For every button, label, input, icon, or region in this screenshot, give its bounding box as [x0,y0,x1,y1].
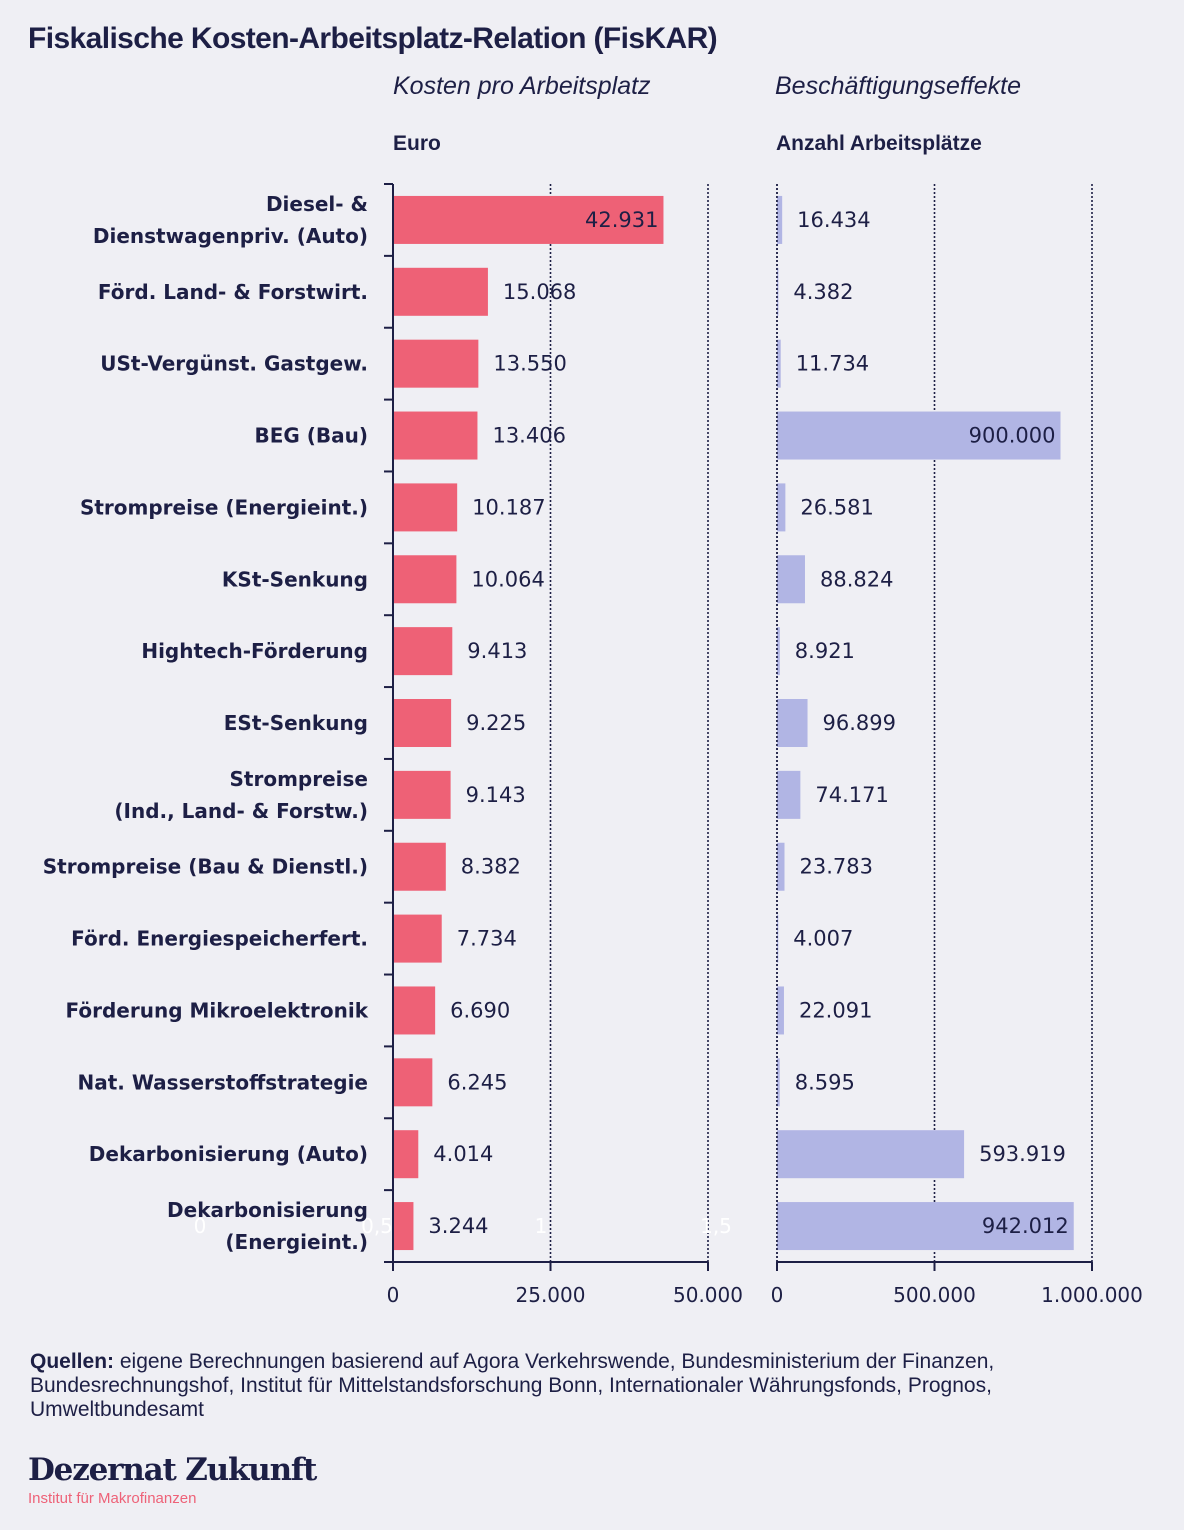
category-label: Förd. Land- & Forstwirt. [98,280,368,304]
cost-value-label: 4.014 [433,1142,493,1166]
ghost-tick-label: 0 [194,1214,207,1238]
brand-logo: Dezernat Zukunft [28,1452,317,1488]
category-label: KSt-Senkung [222,567,368,591]
jobs-value-label: 23.783 [799,855,872,879]
cost-value-label: 10.187 [472,495,545,519]
jobs-bar [777,1202,1074,1251]
cost-bar [393,914,442,963]
category-label: Dienstwagenpriv. (Auto) [93,224,368,248]
jobs-x-tick-label: 0 [771,1283,784,1307]
cost-value-label: 9.413 [467,639,527,663]
jobs-value-label: 942.012 [982,1214,1069,1238]
category-label: (Energieint.) [225,1230,368,1254]
brand-subtitle: Institut für Makrofinanzen [28,1490,197,1507]
jobs-x-tick-label: 1.000.000 [1041,1283,1143,1307]
jobs-value-label: 4.382 [793,280,853,304]
sources-note: Quellen: eigene Berechnungen basierend a… [30,1350,1140,1422]
category-label: (Ind., Land- & Forstw.) [114,799,368,823]
cost-value-label: 9.143 [466,783,526,807]
cost-bar [393,555,457,604]
jobs-value-label: 8.921 [795,639,855,663]
category-label: Förd. Energiespeicherfert. [71,927,368,951]
jobs-bar [777,339,781,388]
cost-bar [393,842,446,891]
cost-unit-label: Euro [393,132,441,155]
jobs-bar [777,1058,780,1107]
sources-text: eigene Berechnungen basierend auf Agora … [30,1350,995,1421]
cost-bar [393,627,453,676]
jobs-bar [777,483,786,532]
cost-bar [393,986,436,1035]
category-label: Strompreise (Bau & Dienstl.) [43,855,368,879]
category-label: Strompreise [230,767,368,791]
jobs-bar [777,770,801,819]
jobs-x-tick-label: 500.000 [893,1283,976,1307]
cost-value-label: 10.064 [471,567,544,591]
jobs-value-label: 4.007 [793,927,853,951]
jobs-bar [777,411,1061,460]
category-label: Dekarbonisierung (Auto) [89,1142,368,1166]
cost-bar [393,411,478,460]
cost-x-tick-label: 25.000 [516,1283,586,1307]
jobs-unit-label: Anzahl Arbeitsplätze [776,132,982,155]
chart-title: Fiskalische Kosten-Arbeitsplatz-Relation… [28,22,718,55]
category-label: Strompreise (Energieint.) [80,495,368,519]
jobs-value-label: 26.581 [800,495,873,519]
category-label: ESt-Senkung [224,711,368,735]
jobs-bar [777,267,779,316]
cost-value-label: 13.406 [492,424,565,448]
cost-bar [393,1130,419,1179]
cost-bar [393,195,664,244]
category-label: Förderung Mikroelektronik [66,998,369,1022]
cost-bar [393,1202,414,1251]
cost-value-label: 6.245 [447,1070,507,1094]
cost-value-label: 15.068 [503,280,576,304]
ghost-tick-label: 1 [535,1214,548,1238]
jobs-value-label: 900.000 [969,424,1056,448]
jobs-value-label: 593.919 [979,1142,1066,1166]
jobs-bar [777,627,780,676]
jobs-bar [777,195,783,244]
cost-value-label: 7.734 [457,927,517,951]
jobs-bar [777,914,779,963]
jobs-value-label: 74.171 [815,783,888,807]
cost-x-tick-label: 50.000 [673,1283,743,1307]
jobs-bar [777,555,805,604]
cost-bar [393,339,479,388]
sources-label: Quellen: [30,1350,115,1373]
jobs-value-label: 11.734 [796,352,869,376]
cost-value-label: 8.382 [461,855,521,879]
cost-value-label: 13.550 [493,352,566,376]
jobs-value-label: 16.434 [797,208,870,232]
jobs-value-label: 96.899 [823,711,896,735]
category-label: Diesel- & [266,192,368,216]
category-label: USt-Vergünst. Gastgew. [100,352,368,376]
jobs-bar [777,986,784,1035]
ghost-tick-label: 0,5 [361,1214,393,1238]
category-label: Hightech-Förderung [141,639,368,663]
cost-bar [393,699,452,747]
jobs-value-label: 88.824 [820,567,893,591]
cost-panel-subtitle: Kosten pro Arbeitsplatz [393,72,651,100]
jobs-bar [777,1130,965,1179]
category-label: Nat. Wasserstoffstrategie [77,1070,368,1094]
cost-value-label: 6.690 [450,998,510,1022]
jobs-bar [777,699,808,747]
cost-bar [393,770,451,819]
category-label: Dekarbonisierung [167,1198,368,1222]
category-label: BEG (Bau) [254,424,368,448]
jobs-bar [777,842,785,891]
cost-value-label: 9.225 [466,711,526,735]
cost-bar [393,1058,433,1107]
cost-bar [393,267,488,316]
cost-bar [393,483,458,532]
jobs-value-label: 8.595 [795,1070,855,1094]
cost-value-label: 42.931 [585,208,658,232]
jobs-panel-subtitle: Beschäftigungseffekte [775,72,1021,100]
cost-x-tick-label: 0 [387,1283,400,1307]
jobs-value-label: 22.091 [799,998,872,1022]
bar-charts: 42.931 15.068 13.550 13.406 10.187 10.064 9.41… [43,183,1143,1307]
cost-value-label: 3.244 [428,1214,488,1238]
ghost-tick-label: 1,5 [700,1214,732,1238]
